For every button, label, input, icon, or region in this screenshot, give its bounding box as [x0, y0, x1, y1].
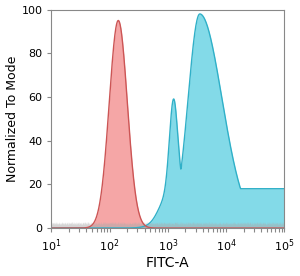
X-axis label: FITC-A: FITC-A: [146, 256, 190, 270]
Y-axis label: Normalized To Mode: Normalized To Mode: [6, 55, 19, 182]
